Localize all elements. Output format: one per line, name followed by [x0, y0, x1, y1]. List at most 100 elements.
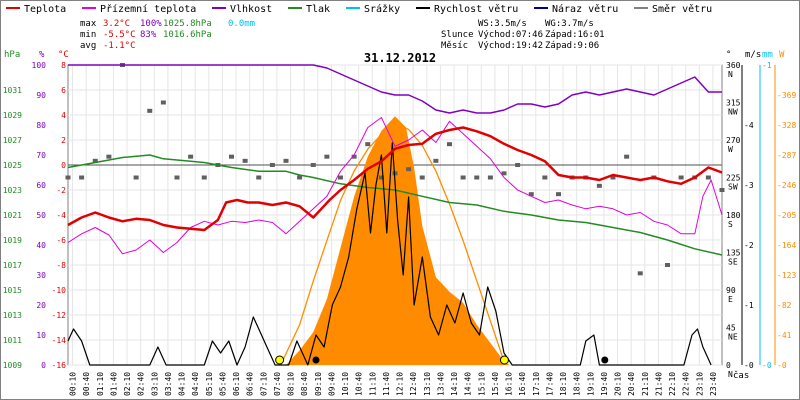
pressure-axis-tick-5: 1019	[3, 236, 22, 245]
x-tick-label-29: 14:40	[464, 372, 473, 396]
x-tick-label-46: 23:10	[695, 372, 704, 396]
wind-dir-point-15	[269, 163, 275, 167]
x-tick-label-45: 22:40	[682, 372, 691, 396]
humidity-axis-tick-2: 20	[36, 301, 46, 310]
wind-dir-axis-label-1: NE	[728, 333, 738, 342]
legend-label-0: Teplota	[24, 4, 66, 15]
moon-marker-0	[312, 356, 320, 364]
plot-layer	[65, 63, 725, 366]
rain-axis-tick-1: -1	[762, 61, 772, 70]
solar-axis-tick-8: -328	[777, 121, 796, 130]
temperature-axis-tick-4: -8	[56, 261, 66, 270]
x-tick-label-0: 00:10	[69, 372, 78, 396]
legend-label-2: Vlhkost	[230, 4, 272, 15]
wind-dir-point-18	[310, 163, 316, 167]
wind-dir-axis-label-5: SW	[728, 183, 738, 192]
temperature-axis-tick-0: -16	[52, 361, 67, 370]
pressure-axis-tick-2: 1013	[3, 311, 22, 320]
unit-w: W	[779, 50, 785, 60]
sun-set: Západ:16:01	[545, 30, 605, 40]
solar-axis-tick-9: -369	[777, 91, 796, 100]
wind-dir-axis-label-8: N	[728, 70, 733, 79]
unit-pct: %	[39, 50, 45, 60]
wind-speed-axis-tick-4: -4	[744, 121, 754, 130]
chart-date-title: 31.12.2012	[364, 51, 436, 65]
legend-label-7: Směr větru	[652, 3, 712, 15]
temperature-axis-tick-3: -10	[52, 286, 67, 295]
wind-dir-point-2	[92, 158, 98, 163]
wind-dir-point-7	[160, 100, 166, 105]
wind-dir-point-8	[174, 175, 180, 180]
stats-avg-label: avg	[80, 41, 96, 51]
humidity-axis-tick-7: 70	[36, 151, 46, 160]
x-tick-label-23: 11:40	[382, 372, 391, 396]
wind-dir-point-32	[501, 171, 507, 176]
moon-marker-1	[601, 356, 609, 364]
wind-dir-point-17	[297, 175, 303, 180]
x-tick-label-36: 18:10	[559, 372, 568, 396]
wind-dir-axis-tick-6: 270	[726, 136, 741, 145]
stats-max-temp: 3.2°C	[103, 19, 130, 29]
x-tick-label-1: 00:40	[82, 372, 91, 396]
wind-dir-axis-tick-3: 135	[726, 249, 741, 258]
x-tick-label-4: 02:10	[123, 372, 132, 396]
pressure-axis-tick-8: 1025	[3, 161, 22, 170]
stats-min-temp: -5.5°C	[103, 30, 136, 40]
legend-label-5: Rychlost větru	[434, 3, 518, 15]
temperature-axis-tick-8: 0	[61, 161, 66, 170]
temperature-axis-tick-1: -14	[52, 336, 67, 345]
rain-axis-tick-0: -0	[762, 361, 772, 370]
x-tick-label-2: 01:10	[96, 372, 105, 396]
pressure-axis-tick-4: 1017	[3, 261, 22, 270]
sun-rise: Východ:07:46	[478, 30, 543, 40]
unit-deg: °	[726, 50, 731, 60]
stats-block: max 3.2°C 100% 1025.8hPa 0.0mm min -5.5°…	[80, 19, 605, 51]
x-tick-label-5: 02:40	[137, 372, 146, 396]
wind-dir-point-26	[419, 175, 425, 180]
solar-axis-tick-2: -82	[777, 301, 792, 310]
x-tick-label-47: 23:40	[709, 372, 718, 396]
wind-dir-axis-tick-1: 45	[726, 324, 736, 333]
wind-dir-point-12	[229, 154, 234, 159]
x-tick-label-40: 20:10	[614, 372, 623, 396]
x-tick-label-12: 06:10	[232, 372, 241, 396]
humidity-axis-tick-10: 100	[32, 61, 47, 70]
pressure-axis-tick-9: 1027	[3, 136, 22, 145]
moon-label: Měsíc	[441, 41, 468, 51]
x-tick-label-8: 04:10	[178, 372, 187, 396]
wind-dir-axis-tick-8: 360	[726, 61, 741, 70]
wind-dir-point-22	[365, 142, 371, 147]
wind-dir-point-33	[515, 163, 521, 167]
wind-dir-point-5	[133, 175, 139, 180]
wind-dir-point-20	[338, 175, 343, 180]
wind-dir-point-45	[678, 175, 684, 180]
x-tick-label-3: 01:40	[109, 372, 118, 396]
x-tick-label-13: 06:40	[246, 372, 255, 396]
x-tick-label-16: 08:10	[287, 372, 296, 396]
wind-dir-point-21	[351, 154, 357, 159]
x-tick-label-20: 10:10	[341, 372, 350, 396]
humidity-axis-tick-4: 40	[36, 241, 46, 250]
x-tick-label-44: 22:10	[668, 372, 677, 396]
x-tick-label-38: 19:10	[586, 372, 595, 396]
wind-dir-axis-label-7: NW	[728, 108, 738, 117]
legend-label-6: Náraz větru	[552, 3, 618, 15]
wind-dir-point-13	[242, 158, 248, 163]
wind-dir-point-44	[665, 263, 670, 267]
x-tick-label-26: 13:10	[423, 372, 432, 396]
humidity-axis-tick-8: 80	[36, 121, 46, 130]
x-tick-label-31: 15:40	[491, 372, 500, 396]
sun-marker-1	[499, 355, 509, 365]
unit-ms: m/s	[745, 50, 761, 60]
stats-max-press: 1025.8hPa	[163, 19, 212, 29]
x-tick-label-43: 21:40	[654, 372, 663, 396]
x-tick-label-6: 03:10	[150, 372, 159, 396]
wind-dir-point-48	[719, 188, 725, 192]
humidity-axis-tick-1: 10	[36, 331, 46, 340]
pressure-axis-tick-10: 1029	[3, 111, 22, 120]
wind-dir-axis-tick-4: 180	[726, 211, 741, 220]
solar-axis-tick-1: -41	[777, 331, 792, 340]
wind-speed-axis-tick-1: -1	[744, 301, 754, 310]
wind-dir-axis-tick-7: 315	[726, 99, 741, 108]
